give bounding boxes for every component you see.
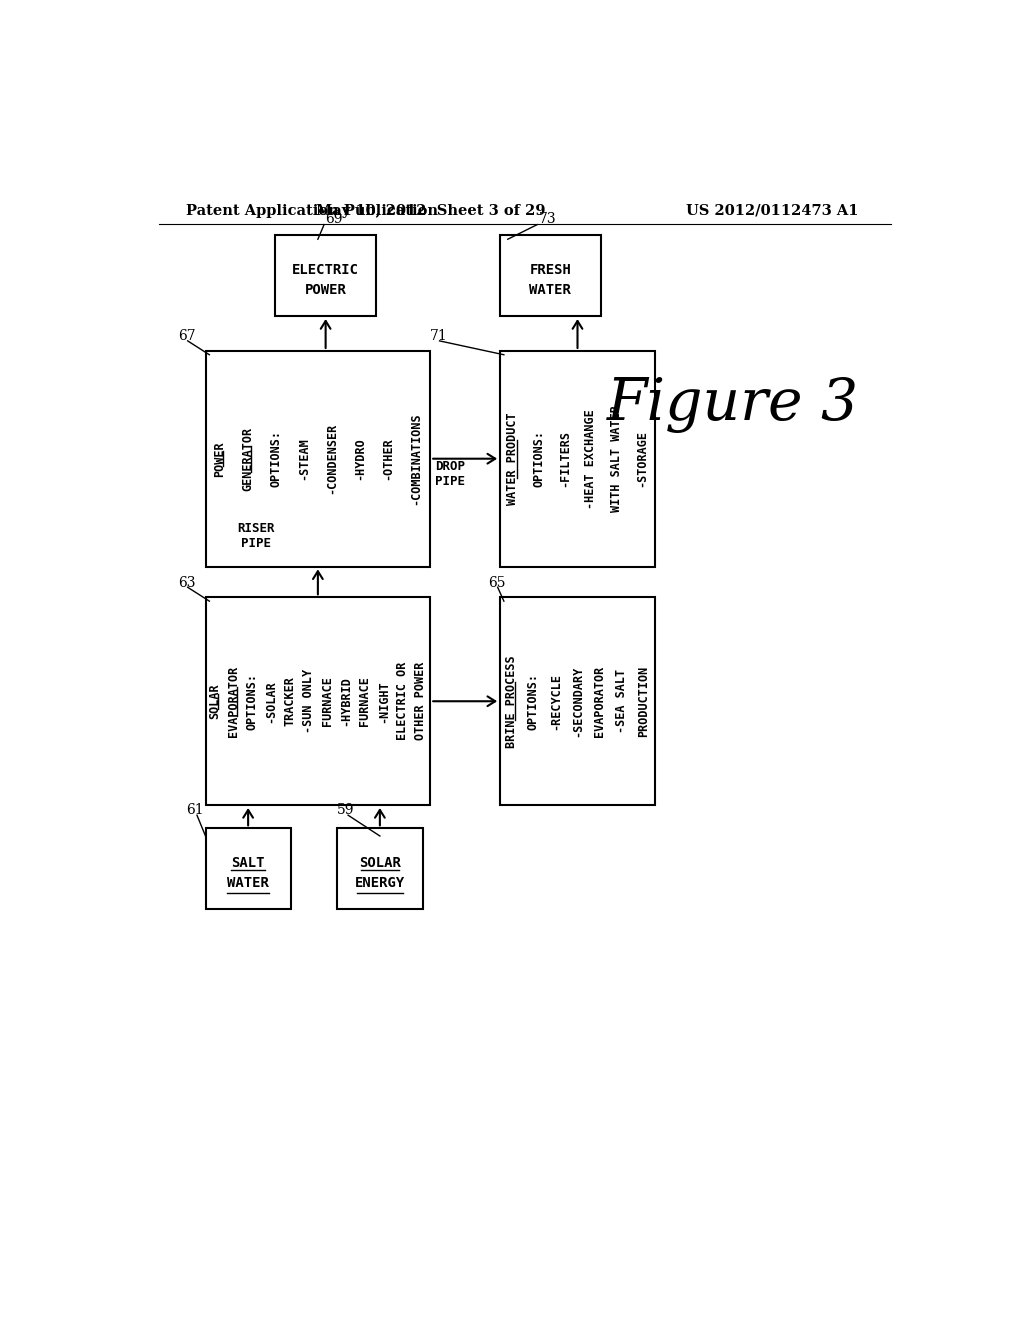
Text: OPTIONS:: OPTIONS:: [532, 430, 545, 487]
Text: SOLAR: SOLAR: [208, 684, 221, 719]
Text: SALT: SALT: [231, 855, 265, 870]
Text: 71: 71: [430, 329, 449, 343]
Text: PRODUCTION: PRODUCTION: [637, 665, 650, 737]
Text: FURNACE: FURNACE: [321, 676, 334, 726]
Text: -FILTERS: -FILTERS: [558, 430, 571, 487]
Text: OPTIONS:: OPTIONS:: [246, 673, 259, 730]
Text: 59: 59: [337, 803, 354, 817]
Bar: [337, 829, 423, 909]
Text: 65: 65: [488, 576, 506, 590]
Text: ENERGY: ENERGY: [354, 875, 406, 890]
Text: Figure 3: Figure 3: [606, 376, 858, 433]
Bar: [500, 597, 655, 805]
Text: -SOLAR: -SOLAR: [264, 680, 278, 722]
Text: BRINE PROCESS: BRINE PROCESS: [505, 655, 517, 747]
Text: GENERATOR: GENERATOR: [241, 426, 254, 491]
Text: EVAPORATOR: EVAPORATOR: [593, 665, 606, 737]
Text: US 2012/0112473 A1: US 2012/0112473 A1: [686, 203, 858, 218]
Text: RISER
PIPE: RISER PIPE: [238, 521, 274, 549]
Text: OTHER POWER: OTHER POWER: [415, 663, 427, 741]
Text: SOLAR: SOLAR: [359, 855, 400, 870]
Text: WATER PRODUCT: WATER PRODUCT: [507, 412, 519, 506]
Text: -HEAT EXCHANGE: -HEAT EXCHANGE: [584, 409, 597, 508]
Bar: [275, 235, 376, 317]
Text: DROP
PIPE: DROP PIPE: [434, 461, 465, 488]
Text: -CONDENSER: -CONDENSER: [326, 424, 338, 494]
Text: 73: 73: [539, 213, 556, 226]
Bar: [500, 351, 655, 566]
Text: -STORAGE: -STORAGE: [636, 430, 648, 487]
Text: May 10, 2012  Sheet 3 of 29: May 10, 2012 Sheet 3 of 29: [315, 203, 545, 218]
Text: OPTIONS:: OPTIONS:: [269, 430, 283, 487]
Text: FURNACE: FURNACE: [358, 676, 371, 726]
Text: 61: 61: [186, 803, 204, 817]
Text: -SEA SALT: -SEA SALT: [615, 669, 629, 734]
Text: WITH SALT WATER: WITH SALT WATER: [609, 405, 623, 512]
Text: -SECONDARY: -SECONDARY: [571, 665, 584, 737]
Text: -HYDRO: -HYDRO: [353, 437, 367, 480]
Text: -NIGHT: -NIGHT: [377, 680, 390, 722]
Text: TRACKER: TRACKER: [284, 676, 296, 726]
Text: FRESH: FRESH: [529, 263, 571, 277]
Bar: [206, 829, 291, 909]
Text: ELECTRIC: ELECTRIC: [292, 263, 359, 277]
Text: EVAPORATOR: EVAPORATOR: [227, 665, 240, 737]
Text: -OTHER: -OTHER: [382, 437, 394, 480]
Text: ELECTRIC OR: ELECTRIC OR: [395, 663, 409, 741]
Text: -COMBINATIONS: -COMBINATIONS: [410, 412, 423, 506]
Bar: [206, 597, 430, 805]
Text: -STEAM: -STEAM: [297, 437, 310, 480]
Text: 67: 67: [178, 329, 196, 343]
Text: POWER: POWER: [213, 441, 226, 477]
Bar: [500, 235, 601, 317]
Text: 69: 69: [326, 213, 343, 226]
Text: POWER: POWER: [305, 282, 346, 297]
Text: Patent Application Publication: Patent Application Publication: [186, 203, 438, 218]
Bar: [206, 351, 430, 566]
Text: 63: 63: [178, 576, 196, 590]
Text: OPTIONS:: OPTIONS:: [526, 673, 540, 730]
Text: -HYBRID: -HYBRID: [340, 676, 352, 726]
Text: -SUN ONLY: -SUN ONLY: [302, 669, 315, 734]
Text: WATER: WATER: [227, 875, 269, 890]
Text: -RECYCLE: -RECYCLE: [549, 673, 562, 730]
Text: WATER: WATER: [529, 282, 571, 297]
